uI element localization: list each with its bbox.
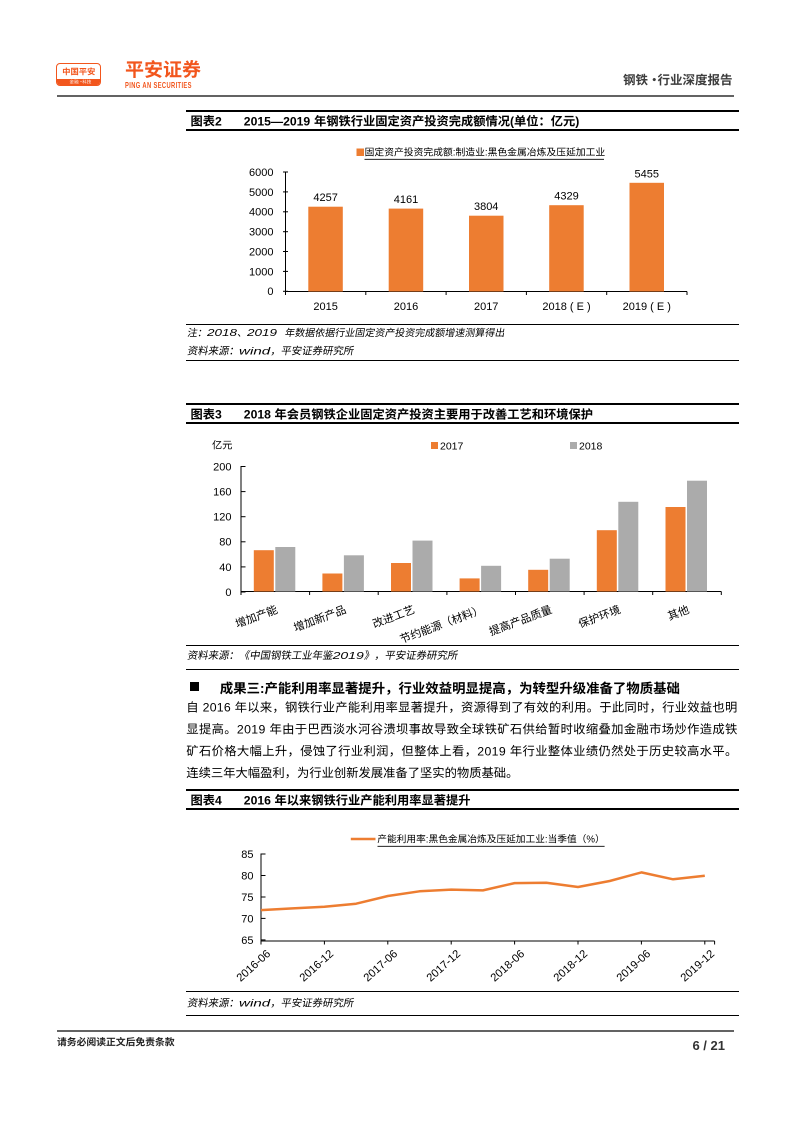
svg-text:2016: 2016 [203, 701, 231, 715]
svg-text:6000: 6000 [249, 167, 273, 179]
svg-text:%: % [586, 834, 595, 845]
svg-text:70: 70 [241, 913, 253, 925]
svg-text:(: ( [510, 114, 515, 128]
svg-text:0: 0 [225, 587, 231, 599]
svg-text:4161: 4161 [394, 194, 418, 206]
svg-text:2: 2 [215, 114, 222, 128]
svg-text:2000: 2000 [249, 246, 273, 258]
svg-text:65: 65 [241, 935, 253, 947]
svg-text::: : [260, 681, 264, 696]
svg-text:3: 3 [215, 408, 222, 422]
svg-text:1000: 1000 [249, 266, 273, 278]
svg-text::: : [545, 834, 548, 845]
svg-text:3000: 3000 [249, 227, 273, 239]
svg-text:2015—2019: 2015—2019 [244, 114, 311, 128]
svg-text:80: 80 [219, 537, 231, 549]
svg-text:5455: 5455 [635, 168, 659, 180]
svg-text:wind: wind [239, 345, 271, 357]
svg-text:160: 160 [213, 487, 231, 499]
svg-text:2015: 2015 [313, 301, 337, 313]
svg-text:85: 85 [241, 849, 253, 861]
svg-text:75: 75 [241, 892, 253, 904]
svg-text:120: 120 [213, 512, 231, 524]
svg-text:3804: 3804 [474, 201, 498, 213]
svg-text:2016: 2016 [244, 794, 271, 808]
svg-text:4257: 4257 [313, 192, 337, 204]
svg-text:40: 40 [219, 562, 231, 574]
svg-text:2018: 2018 [244, 408, 271, 422]
svg-text:2016: 2016 [394, 301, 418, 313]
svg-text:2018: 2018 [579, 441, 603, 453]
svg-text:2018 ( E ): 2018 ( E ) [542, 301, 590, 313]
svg-text:4329: 4329 [554, 191, 578, 203]
svg-text:wind: wind [239, 997, 271, 1009]
svg-text::: : [453, 148, 456, 159]
svg-text:5000: 5000 [249, 187, 273, 199]
svg-text:80: 80 [241, 870, 253, 882]
svg-text:2019: 2019 [237, 722, 266, 736]
svg-text:4000: 4000 [249, 207, 273, 219]
svg-text::: : [485, 148, 488, 159]
svg-text:2018: 2018 [206, 327, 238, 339]
svg-text:2019: 2019 [246, 327, 278, 339]
svg-text:): ) [575, 114, 579, 128]
svg-text::: : [426, 834, 429, 845]
svg-text:2017: 2017 [474, 301, 498, 313]
svg-text:200: 200 [213, 461, 231, 473]
svg-text:2019: 2019 [331, 650, 363, 662]
svg-text:0: 0 [267, 286, 273, 298]
svg-text:4: 4 [215, 794, 222, 808]
svg-text:2019 ( E ): 2019 ( E ) [623, 301, 671, 313]
svg-text:2017: 2017 [440, 441, 464, 453]
svg-text:2019: 2019 [477, 744, 506, 758]
